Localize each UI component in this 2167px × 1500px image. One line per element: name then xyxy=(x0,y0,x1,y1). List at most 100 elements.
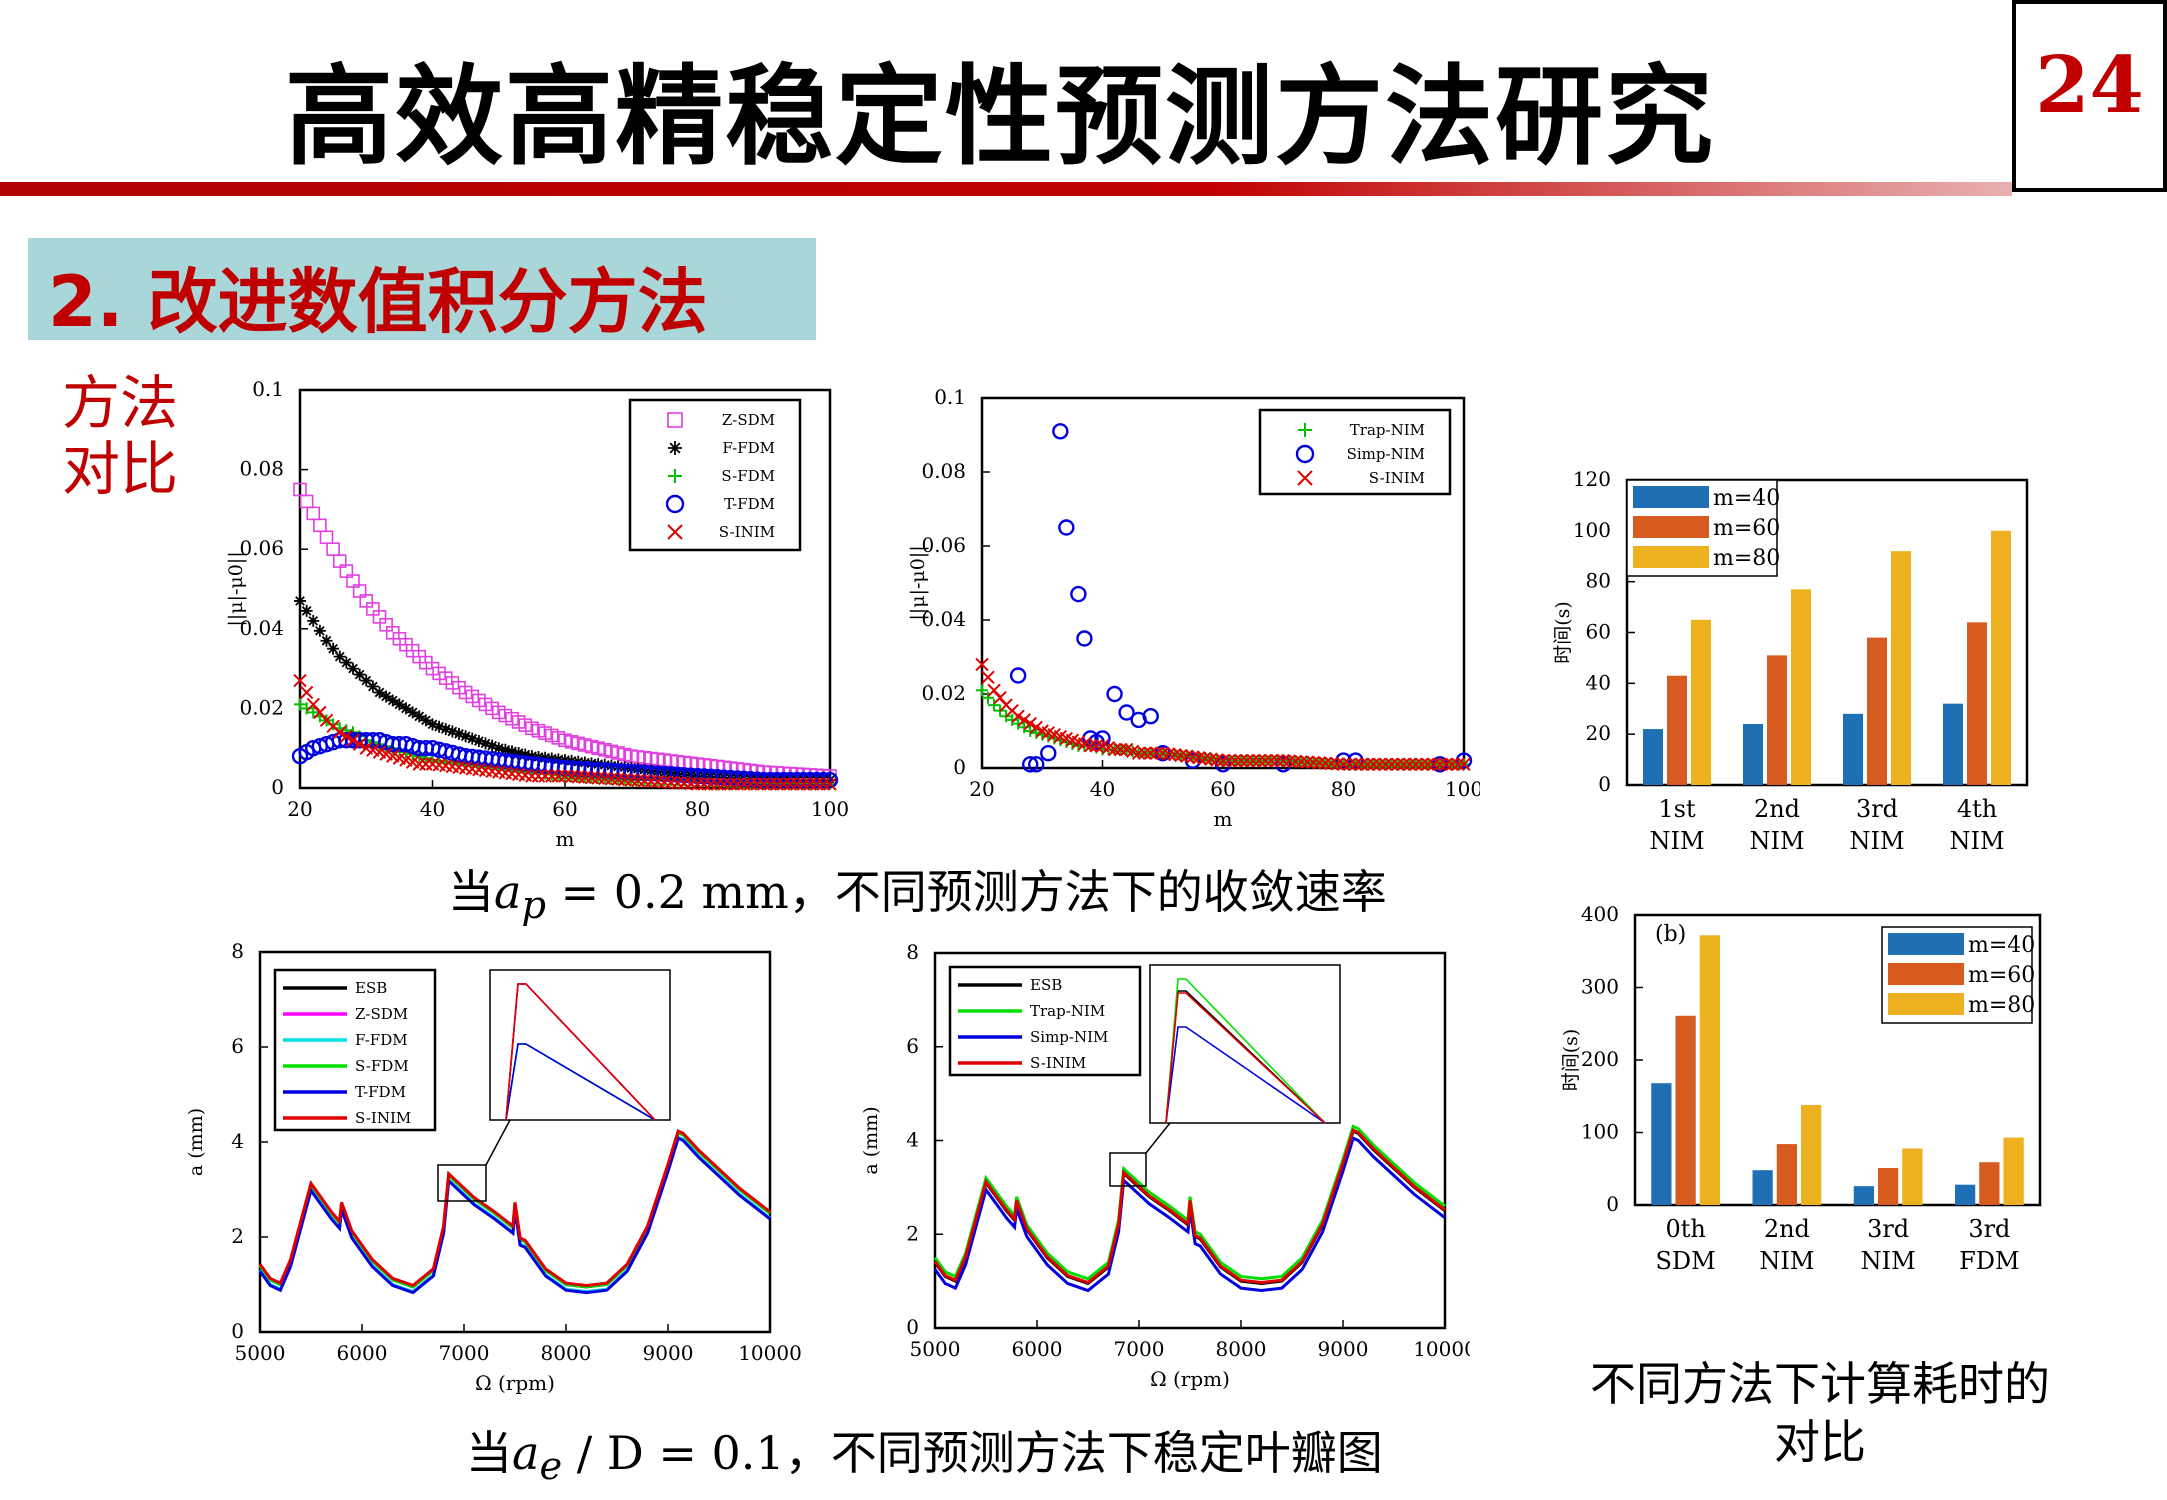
x-tick-label: NIM xyxy=(1861,1247,1916,1275)
legend-swatch xyxy=(1633,546,1709,568)
bar xyxy=(1643,729,1663,785)
data-point-star xyxy=(380,690,393,703)
data-point-circle xyxy=(1052,423,1069,440)
data-point-x xyxy=(1137,746,1152,760)
x-tick-label: 20 xyxy=(969,777,994,801)
legend-label: Simp-NIM xyxy=(1347,445,1425,463)
data-point-plus xyxy=(1018,721,1031,734)
data-point-circle xyxy=(1142,708,1159,725)
legend-swatch xyxy=(1633,516,1709,538)
data-point-star xyxy=(373,686,386,699)
x-tick-label: 20 xyxy=(287,797,312,821)
stability-lobe-chart-1: 5000 6000 7000 8000 9000 10000 0 2 4 6 8 Ω (rpm) a (… xyxy=(185,939,802,1395)
data-point-x xyxy=(1433,757,1447,772)
data-point-star xyxy=(479,737,492,750)
data-point-x xyxy=(1336,757,1351,772)
data-point-x xyxy=(1354,757,1369,772)
data-point-star xyxy=(386,694,399,707)
x-tick-label: 5000 xyxy=(910,1337,961,1361)
data-point-star xyxy=(506,745,518,758)
time-caption-line2: 对比 xyxy=(1774,1415,1866,1469)
legend-label: Z-SDM xyxy=(355,1005,408,1023)
data-point-star xyxy=(512,746,525,759)
data-point-star xyxy=(400,702,412,715)
data-point-star xyxy=(340,656,353,669)
y-tick-label: 2 xyxy=(906,1221,919,1245)
x-axis-label: m xyxy=(1214,807,1233,831)
legend-label: T-FDM xyxy=(724,495,775,513)
y-tick-label: 0 xyxy=(231,1319,244,1343)
data-point-x xyxy=(1391,757,1405,772)
legend-box xyxy=(1258,408,1452,496)
y-tick-label: 40 xyxy=(1586,670,1611,694)
data-point-x xyxy=(1451,757,1465,772)
data-point-x xyxy=(1297,470,1313,486)
x-tick-label: 40 xyxy=(1090,777,1115,801)
legend-label: m=60 xyxy=(1968,963,2035,988)
data-point-square xyxy=(326,542,340,556)
x-tick-label: FDM xyxy=(1959,1247,2019,1275)
bar xyxy=(1967,622,1987,785)
y-tick-label: 20 xyxy=(1586,721,1611,745)
y-tick-label: 0.04 xyxy=(239,616,284,640)
y-axis-label: ||μ|-μ0|| xyxy=(225,551,247,626)
data-point-star xyxy=(492,742,505,755)
y-tick-label: 0 xyxy=(1598,772,1611,796)
data-point-star xyxy=(598,758,611,771)
data-point-star xyxy=(453,727,465,740)
data-point-star xyxy=(406,706,419,719)
bar xyxy=(1743,724,1763,785)
side-label: 方法 对比 xyxy=(62,370,202,502)
x-axis-label: Ω (rpm) xyxy=(475,1371,555,1395)
y-tick-label: 80 xyxy=(1586,569,1611,593)
x-tick-label: NIM xyxy=(1749,827,1804,855)
data-point-x xyxy=(1258,753,1272,768)
data-point-x xyxy=(339,729,354,743)
data-point-star xyxy=(472,735,485,748)
data-point-plus xyxy=(668,469,682,483)
convergence-chart-1: 20 40 60 80 100 0 0.02 0.04 0.06 0.08 0.1 m ||μ|-μ0|… xyxy=(225,377,849,850)
data-point-x xyxy=(1457,757,1471,772)
data-point-plus xyxy=(1006,713,1019,726)
x-tick-label: 6000 xyxy=(337,1341,388,1365)
x-tick-label: 40 xyxy=(420,797,445,821)
data-point-star xyxy=(300,604,313,617)
inset-curve xyxy=(505,1043,656,1121)
bar xyxy=(1843,713,1863,785)
data-point-circle xyxy=(665,494,685,514)
y-tick-label: 0.04 xyxy=(921,607,966,631)
bar xyxy=(2003,1137,2024,1205)
x-tick-label: 5000 xyxy=(235,1341,286,1365)
y-tick-label: 0 xyxy=(953,755,966,779)
x-tick-label: NIM xyxy=(1949,827,2004,855)
bar xyxy=(1979,1162,2000,1205)
y-tick-label: 0.06 xyxy=(921,533,966,557)
data-point-x xyxy=(1378,757,1393,772)
page-number-box xyxy=(2012,0,2167,192)
lobe-curve xyxy=(933,1136,1446,1293)
data-point-circle xyxy=(1021,756,1039,773)
data-point-x xyxy=(1421,757,1435,772)
legend-label: m=40 xyxy=(1968,933,2035,958)
bar xyxy=(1767,655,1787,785)
y-tick-label: 8 xyxy=(906,940,919,964)
zoom-arrow xyxy=(485,1119,511,1166)
legend-label: F-FDM xyxy=(355,1031,408,1049)
x-tick-label: NIM xyxy=(1849,827,1904,855)
x-tick-label: 10000 xyxy=(1413,1337,1470,1361)
data-point-square xyxy=(299,494,314,509)
lobes-caption: 当ae / D = 0.1，不同预测方法下稳定叶瓣图 xyxy=(466,1426,1383,1490)
x-tick-label: 100 xyxy=(1445,777,1480,801)
data-point-circle xyxy=(1028,756,1045,773)
data-point-x xyxy=(1023,716,1037,731)
data-point-x xyxy=(293,673,307,688)
y-axis-label: 时间(s) xyxy=(1560,1029,1582,1092)
data-point-circle xyxy=(1070,585,1087,603)
data-point-star xyxy=(499,743,512,756)
data-point-plus xyxy=(982,691,995,704)
convergence-chart-2: 20 40 60 80 100 0 0.02 0.04 0.06 0.08 0.1 m ||μ|-μ0|… xyxy=(907,385,1480,831)
data-point-star xyxy=(347,662,359,675)
data-point-star xyxy=(466,732,479,745)
y-tick-label: 4 xyxy=(906,1128,919,1152)
legend-label: S-INIM xyxy=(1369,469,1425,487)
